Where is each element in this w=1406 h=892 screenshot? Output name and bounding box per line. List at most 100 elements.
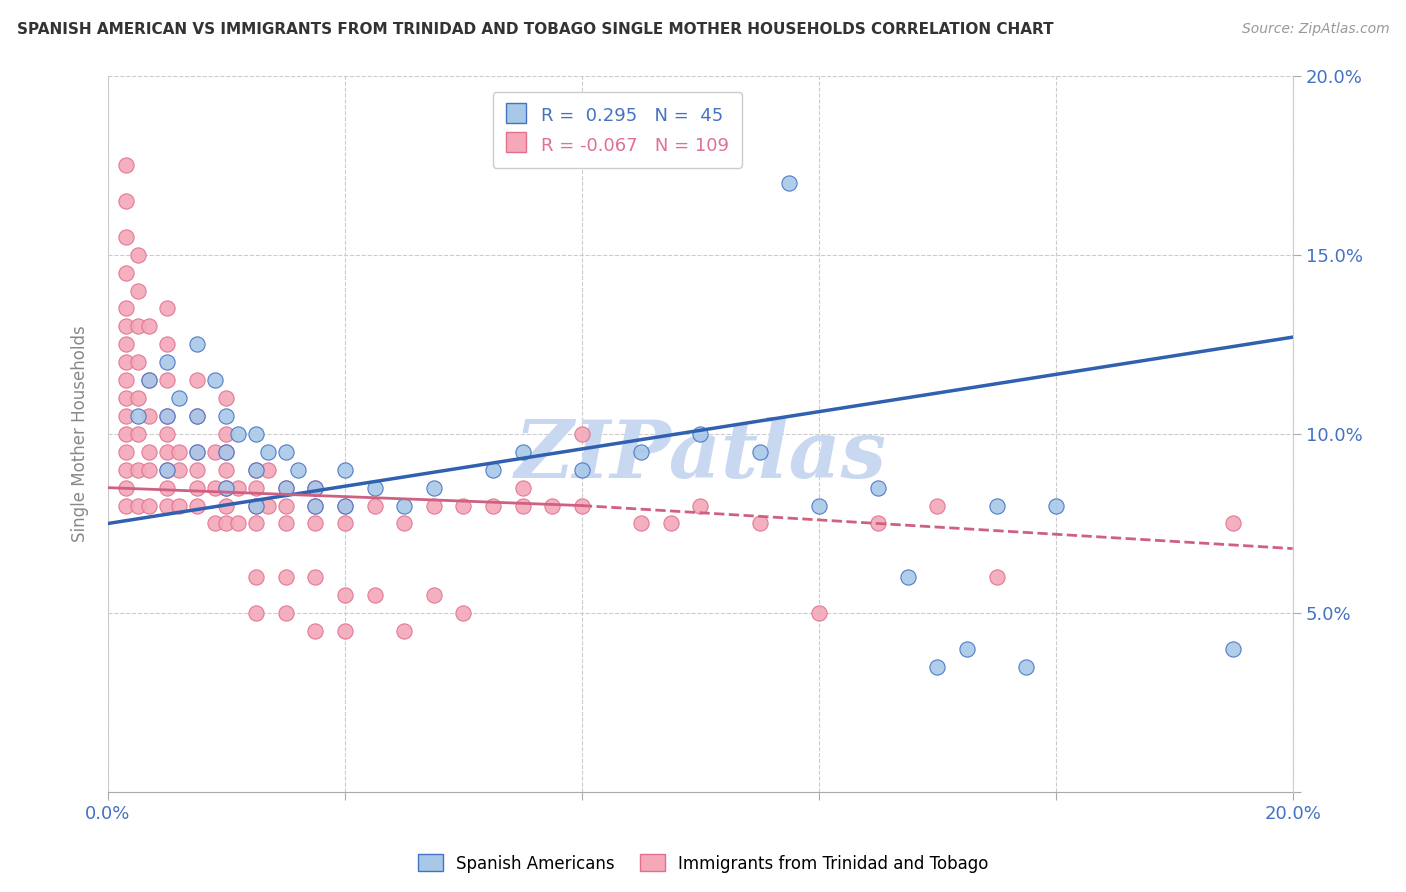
Point — [245, 606, 267, 620]
Point — [245, 463, 267, 477]
Point — [257, 463, 280, 477]
Point — [274, 606, 297, 620]
Point — [245, 426, 267, 441]
Point — [392, 624, 415, 638]
Point — [156, 481, 179, 495]
Point — [956, 642, 979, 657]
Point — [245, 499, 267, 513]
Point — [226, 481, 249, 495]
Point — [114, 481, 136, 495]
Point — [304, 481, 326, 495]
Point — [453, 499, 475, 513]
Point — [333, 588, 356, 602]
Point — [1015, 660, 1038, 674]
Point — [986, 570, 1008, 584]
Point — [512, 499, 534, 513]
Point — [226, 426, 249, 441]
Point — [304, 624, 326, 638]
Point — [215, 499, 238, 513]
Point — [156, 463, 179, 477]
Point — [689, 499, 711, 513]
Text: ZIPatlas: ZIPatlas — [515, 417, 886, 494]
Point — [986, 499, 1008, 513]
Point — [167, 391, 190, 405]
Point — [333, 624, 356, 638]
Point — [114, 301, 136, 316]
Point — [927, 660, 949, 674]
Point — [215, 391, 238, 405]
Point — [807, 499, 830, 513]
Point — [1045, 499, 1067, 513]
Point — [156, 355, 179, 369]
Point — [114, 499, 136, 513]
Point — [226, 516, 249, 531]
Point — [304, 516, 326, 531]
Point — [363, 481, 385, 495]
Point — [156, 301, 179, 316]
Point — [392, 516, 415, 531]
Point — [186, 445, 208, 459]
Point — [287, 463, 309, 477]
Point — [204, 445, 226, 459]
Point — [897, 570, 920, 584]
Point — [127, 355, 149, 369]
Point — [245, 481, 267, 495]
Point — [204, 481, 226, 495]
Point — [186, 373, 208, 387]
Point — [127, 391, 149, 405]
Point — [304, 570, 326, 584]
Point — [114, 445, 136, 459]
Point — [571, 499, 593, 513]
Y-axis label: Single Mother Households: Single Mother Households — [72, 326, 89, 542]
Point — [114, 194, 136, 208]
Point — [482, 499, 505, 513]
Point — [363, 588, 385, 602]
Point — [659, 516, 682, 531]
Point — [423, 481, 446, 495]
Point — [215, 463, 238, 477]
Point — [215, 426, 238, 441]
Point — [748, 445, 770, 459]
Point — [274, 445, 297, 459]
Point — [127, 319, 149, 334]
Point — [245, 499, 267, 513]
Text: SPANISH AMERICAN VS IMMIGRANTS FROM TRINIDAD AND TOBAGO SINGLE MOTHER HOUSEHOLDS: SPANISH AMERICAN VS IMMIGRANTS FROM TRIN… — [17, 22, 1053, 37]
Point — [114, 355, 136, 369]
Point — [274, 499, 297, 513]
Point — [392, 499, 415, 513]
Point — [304, 481, 326, 495]
Point — [304, 499, 326, 513]
Point — [245, 463, 267, 477]
Point — [333, 499, 356, 513]
Point — [245, 570, 267, 584]
Point — [186, 481, 208, 495]
Point — [274, 516, 297, 531]
Point — [807, 606, 830, 620]
Point — [138, 445, 160, 459]
Point — [423, 588, 446, 602]
Point — [304, 499, 326, 513]
Point — [482, 463, 505, 477]
Point — [866, 516, 889, 531]
Point — [167, 499, 190, 513]
Point — [114, 337, 136, 351]
Point — [1222, 642, 1244, 657]
Point — [138, 409, 160, 423]
Point — [114, 266, 136, 280]
Point — [186, 409, 208, 423]
Point — [127, 426, 149, 441]
Point — [138, 373, 160, 387]
Point — [114, 426, 136, 441]
Point — [156, 499, 179, 513]
Point — [333, 516, 356, 531]
Legend: R =  0.295   N =  45, R = -0.067   N = 109: R = 0.295 N = 45, R = -0.067 N = 109 — [492, 92, 742, 168]
Point — [866, 481, 889, 495]
Point — [114, 373, 136, 387]
Point — [257, 499, 280, 513]
Point — [453, 606, 475, 620]
Point — [186, 463, 208, 477]
Point — [127, 463, 149, 477]
Point — [138, 373, 160, 387]
Point — [186, 337, 208, 351]
Point — [571, 426, 593, 441]
